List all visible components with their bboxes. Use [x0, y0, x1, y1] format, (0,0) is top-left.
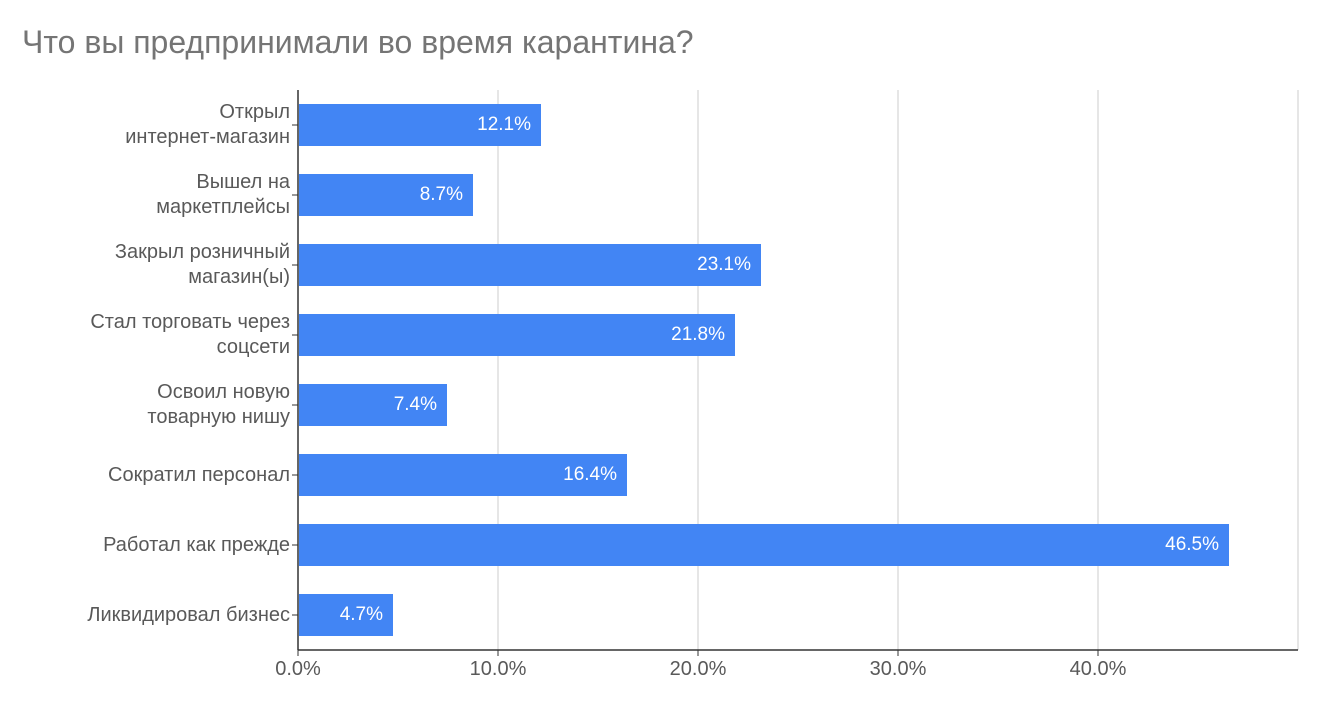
- bar: 23.1%: [299, 244, 761, 286]
- chart-container: Что вы предпринимали во время карантина?…: [0, 0, 1330, 716]
- x-tick-label: 0.0%: [275, 658, 321, 681]
- category-label: Стал торговать через соцсети: [10, 310, 290, 360]
- bar-value-label: 7.4%: [394, 394, 437, 416]
- bar: 12.1%: [299, 104, 541, 146]
- category-label: Закрыл розничный магазин(ы): [10, 240, 290, 290]
- bar-value-label: 8.7%: [420, 184, 463, 206]
- x-tick-label: 20.0%: [670, 658, 727, 681]
- x-tick-label: 10.0%: [470, 658, 527, 681]
- bar-value-label: 4.7%: [340, 604, 383, 626]
- bar: 16.4%: [299, 454, 627, 496]
- bar: 46.5%: [299, 524, 1229, 566]
- x-tick-label: 30.0%: [870, 658, 927, 681]
- bar-value-label: 16.4%: [563, 464, 617, 486]
- y-axis-labels: Открыл интернет-магазин Вышел на маркетпл…: [0, 90, 290, 650]
- bar-value-label: 21.8%: [671, 324, 725, 346]
- chart-title: Что вы предпринимали во время карантина?: [22, 24, 694, 61]
- bars-container: 12.1% 8.7% 23.1% 21.8% 7.4% 16.4% 46.5% 4.7%: [299, 90, 1298, 650]
- x-tick-label: 40.0%: [1070, 658, 1127, 681]
- category-label: Освоил новую товарную нишу: [10, 380, 290, 430]
- bar-value-label: 46.5%: [1165, 534, 1219, 556]
- category-label: Работал как прежде: [10, 533, 290, 558]
- bar-value-label: 23.1%: [697, 254, 751, 276]
- category-label: Открыл интернет-магазин: [10, 100, 290, 150]
- category-label: Ликвидировал бизнес: [10, 603, 290, 628]
- bar: 21.8%: [299, 314, 735, 356]
- bar: 7.4%: [299, 384, 447, 426]
- bar: 4.7%: [299, 594, 393, 636]
- category-label: Сократил персонал: [10, 463, 290, 488]
- bar-value-label: 12.1%: [477, 114, 531, 136]
- bar: 8.7%: [299, 174, 473, 216]
- x-axis-labels: 0.0%10.0%20.0%30.0%40.0%: [298, 658, 1298, 698]
- category-label: Вышел на маркетплейсы: [10, 170, 290, 220]
